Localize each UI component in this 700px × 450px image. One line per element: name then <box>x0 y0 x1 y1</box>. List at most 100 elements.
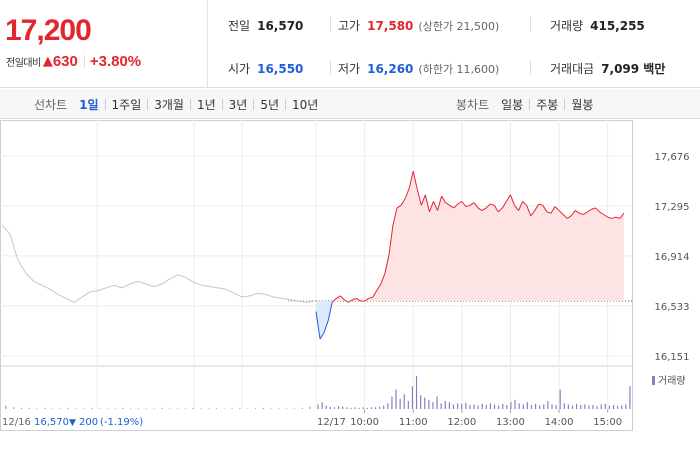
tab-divider <box>285 98 287 110</box>
today-line-segment <box>437 195 443 211</box>
today-line-segment <box>575 210 580 214</box>
today-line-segment <box>404 188 410 199</box>
change-label: 전일대비 <box>6 58 41 69</box>
change-percent: +3.80% <box>89 53 142 70</box>
today-line-segment <box>433 201 438 211</box>
x-tick-label: 15:00 <box>593 417 622 428</box>
today-line-segment <box>445 202 450 206</box>
today-line-segment <box>380 273 386 285</box>
chart-grid <box>0 120 633 431</box>
today-line-segment <box>428 201 434 213</box>
today-line-segment <box>412 171 418 190</box>
change-value: 630 <box>52 53 78 70</box>
today-line-segment <box>607 216 612 219</box>
stat-label: 시가 <box>228 62 251 76</box>
tab-divider <box>221 98 223 110</box>
price-chart[interactable]: 17,676 17,295 16,914 16,533 16,151 거래량 12/16… <box>0 120 700 450</box>
volume-chart: 거래량 <box>5 375 686 409</box>
down-arrow-icon: ▼ <box>69 418 76 428</box>
today-line-segment <box>615 216 621 219</box>
tab-label: 5년 <box>260 97 280 112</box>
stat-value: 16,550 <box>257 62 304 76</box>
today-line-segment <box>542 205 548 213</box>
today-line-segment <box>392 207 398 226</box>
tab-1-week[interactable]: 1주일 <box>112 96 142 113</box>
today-line-segment <box>501 201 507 209</box>
stat-low: 저가 16,260 (하한가 11,600) <box>338 60 499 77</box>
tab-label: 1주일 <box>111 97 142 112</box>
change-divider <box>83 55 85 68</box>
y-tick-label: 16,151 <box>655 352 690 363</box>
today-line-segment <box>570 210 576 217</box>
today-line-segment <box>505 194 511 202</box>
prev-day-close: 16,570 <box>34 417 69 428</box>
tab-3-years[interactable]: 3년 <box>229 96 248 113</box>
tab-label: 월봉 <box>571 97 594 112</box>
stat-value: 415,255 <box>590 19 645 33</box>
tab-daily-candle[interactable]: 일봉 <box>501 96 523 113</box>
candle-chart-tabs: 봉차트 일봉 주봉 월봉 <box>456 89 593 119</box>
stat-high: 고가 17,580 (상한가 21,500) <box>338 17 499 34</box>
today-line-segment <box>599 211 604 215</box>
today-line-segment <box>514 205 519 211</box>
today-line-segment <box>376 283 382 291</box>
y-tick-label: 16,914 <box>655 252 690 263</box>
today-line-segment <box>396 204 402 209</box>
current-price: 17,200 <box>5 14 92 47</box>
tab-10-years[interactable]: 10년 <box>292 96 318 113</box>
today-line-segment <box>348 299 353 303</box>
today-line-segment <box>583 211 588 215</box>
volume-legend-swatch <box>652 376 655 385</box>
prev-day-change: 200 <box>79 417 98 428</box>
today-line-segment <box>465 204 471 208</box>
today-line-segment <box>323 320 329 333</box>
stat-divider <box>330 17 331 31</box>
today-line-segment <box>368 296 373 299</box>
price-box: 17,200 전일대비 ▲ 630 +3.80% <box>0 0 208 88</box>
today-line-segment <box>352 297 357 301</box>
stat-value: 17,580 <box>367 19 414 33</box>
today-line-segment <box>591 207 596 210</box>
tab-1-year[interactable]: 1년 <box>197 96 216 113</box>
tab-3-months[interactable]: 3개월 <box>154 96 184 113</box>
today-line-segment <box>319 332 325 340</box>
today-series <box>288 171 632 340</box>
today-line-segment <box>538 203 544 206</box>
today-line-segment <box>335 295 341 299</box>
prev-day-date: 12/16 <box>2 417 31 428</box>
today-line-segment <box>372 290 378 298</box>
today-line-segment <box>485 203 491 209</box>
stat-sub: (상한가 21,500) <box>418 20 500 33</box>
stat-label: 거래대금 <box>550 62 595 76</box>
today-line-segment <box>587 208 592 213</box>
today-line-segment <box>461 201 467 207</box>
stat-label: 저가 <box>338 62 361 76</box>
stat-divider <box>330 60 331 74</box>
today-line-segment <box>566 215 572 219</box>
quote-panel: 17,200 전일대비 ▲ 630 +3.80% 전일 16,570 고가 17… <box>0 0 700 88</box>
tab-weekly-candle[interactable]: 주봉 <box>536 96 558 113</box>
today-line-segment <box>457 200 463 205</box>
tab-divider <box>253 98 255 110</box>
today-line-segment <box>619 212 625 219</box>
tab-label: 3개월 <box>154 97 184 112</box>
today-line-segment <box>546 211 552 214</box>
x-tick-label: 11:00 <box>399 417 428 428</box>
today-line-segment <box>384 255 390 274</box>
stat-label: 고가 <box>338 19 361 33</box>
tab-1-day[interactable]: 1일 <box>79 96 98 113</box>
today-line-segment <box>331 298 337 303</box>
tab-5-years[interactable]: 5년 <box>260 96 279 113</box>
today-line-segment <box>420 194 426 206</box>
today-line-segment <box>469 202 475 206</box>
previous-day-line <box>1 224 315 303</box>
previous-day-series <box>1 224 315 303</box>
tab-divider <box>564 98 566 110</box>
tab-divider <box>147 98 149 110</box>
line-chart-heading: 선차트 <box>34 97 68 112</box>
today-line-segment <box>579 212 584 215</box>
tab-label: 주봉 <box>536 97 559 112</box>
today-line-segment <box>490 203 495 206</box>
tab-monthly-candle[interactable]: 월봉 <box>571 96 593 113</box>
tab-label: 1일 <box>79 97 99 112</box>
